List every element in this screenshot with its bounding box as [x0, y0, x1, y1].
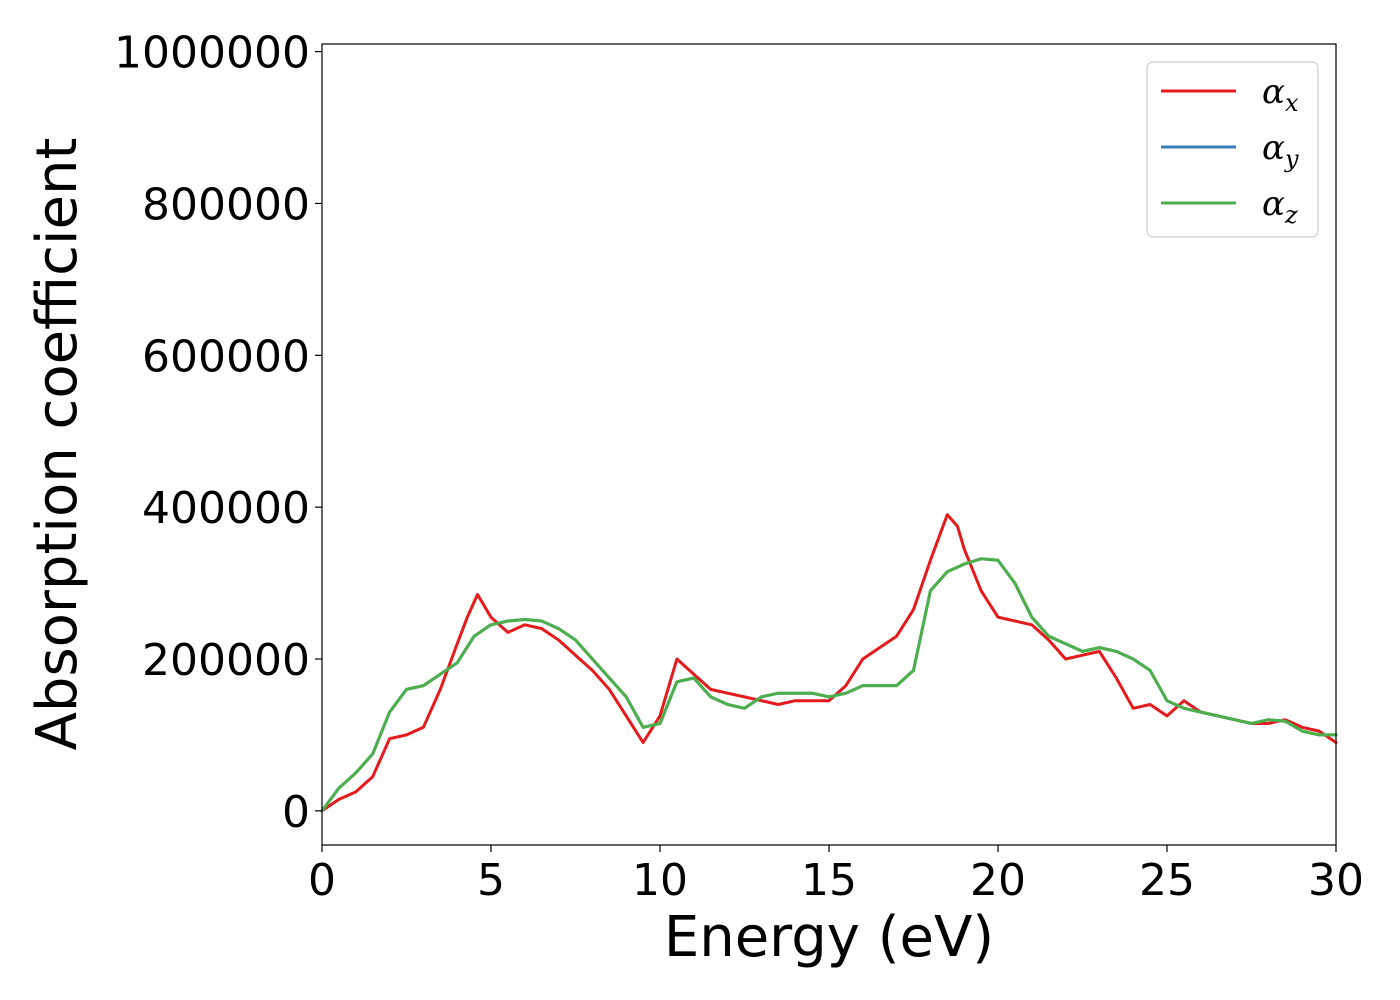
- y-tick-label: 0: [282, 787, 310, 838]
- x-tick-label: 0: [308, 855, 336, 906]
- y-axis-ticks: 0 200000 400000 600000 800000 1000000: [114, 28, 322, 838]
- x-tick-label: 30: [1308, 855, 1364, 906]
- legend-subscript: z: [1284, 201, 1298, 229]
- legend-box: [1146, 61, 1319, 238]
- y-tick-label: 200000: [142, 635, 310, 686]
- y-tick-label: 800000: [142, 179, 310, 230]
- y-tick-label: 600000: [142, 331, 310, 382]
- legend-symbol: α: [1262, 128, 1285, 168]
- x-tick-label: 15: [801, 855, 857, 906]
- legend-symbol: α: [1262, 184, 1285, 224]
- legend-subscript: x: [1285, 89, 1299, 117]
- legend-label-y: αy: [1262, 128, 1299, 173]
- series-line-z: [320, 557, 1338, 813]
- series-layer: [320, 513, 1338, 813]
- y-tick-label: 400000: [142, 483, 310, 534]
- x-tick-label: 20: [970, 855, 1026, 906]
- x-axis-label: Energy (eV): [664, 905, 994, 970]
- legend-subscript: y: [1284, 145, 1299, 173]
- legend-label-x: αx: [1262, 72, 1299, 117]
- y-axis-label: Absorption coefficient: [25, 138, 90, 751]
- legend-label-z: αz: [1262, 184, 1298, 229]
- x-tick-label: 5: [477, 855, 505, 906]
- x-tick-label: 25: [1139, 855, 1195, 906]
- series-line-x: [320, 513, 1338, 813]
- x-axis-ticks: 0 5 10 15 20 25 30: [308, 845, 1364, 906]
- legend-symbol: α: [1262, 72, 1285, 112]
- x-tick-label: 10: [632, 855, 688, 906]
- y-tick-label: 1000000: [114, 28, 310, 79]
